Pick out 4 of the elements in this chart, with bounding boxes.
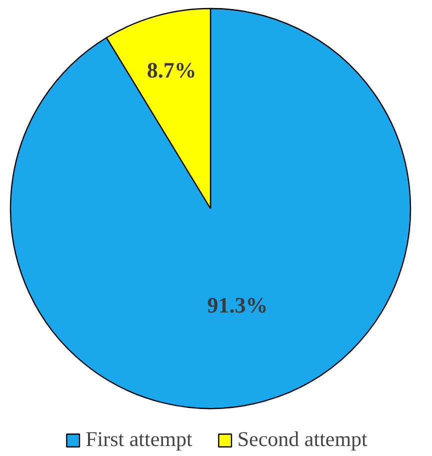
data-label: 91.3% [207,292,268,318]
legend-label: Second attempt [237,427,368,452]
legend-label: First attempt [86,427,192,452]
data-label: 8.7% [146,57,196,82]
